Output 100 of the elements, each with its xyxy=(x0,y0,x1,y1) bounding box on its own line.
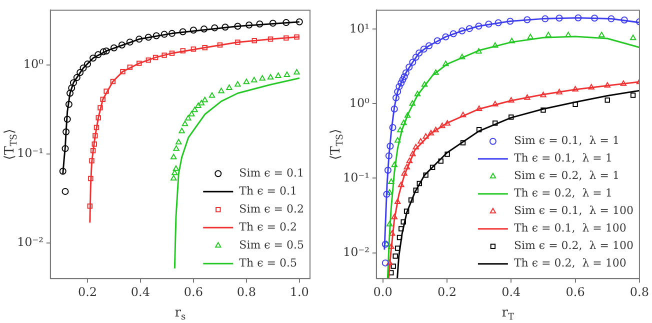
point xyxy=(120,68,126,74)
point xyxy=(630,92,636,98)
point xyxy=(234,81,241,87)
point xyxy=(604,97,610,103)
point xyxy=(90,148,96,154)
y-tick-label: 10⁻² xyxy=(16,235,44,250)
point xyxy=(390,264,396,269)
y-axis-title: ⟨TTS⟩ xyxy=(328,128,346,160)
legend-label: Th ϵ = 0.2, λ = 100 xyxy=(514,256,626,270)
point xyxy=(84,60,91,68)
point xyxy=(176,138,182,144)
point xyxy=(540,92,546,98)
point xyxy=(404,208,410,214)
legend-label: Th ϵ = 0.1, λ = 100 xyxy=(514,222,626,235)
point xyxy=(382,259,389,266)
x-tick-label: 0.6 xyxy=(184,284,203,299)
point xyxy=(208,92,216,98)
point xyxy=(62,145,69,152)
point xyxy=(88,176,94,182)
point xyxy=(62,128,70,136)
point xyxy=(402,69,410,76)
point xyxy=(439,122,446,128)
point xyxy=(508,97,514,103)
point xyxy=(64,116,71,123)
point xyxy=(476,105,482,111)
point xyxy=(386,259,393,265)
point xyxy=(442,33,450,40)
point xyxy=(294,34,300,40)
point xyxy=(92,141,98,147)
point xyxy=(168,30,176,37)
point xyxy=(388,270,394,276)
point xyxy=(458,27,466,34)
point xyxy=(458,54,466,60)
point xyxy=(386,142,394,150)
point xyxy=(89,158,94,164)
point xyxy=(460,140,466,146)
legend-label: Sim ϵ = 0.1 xyxy=(239,166,304,180)
point xyxy=(400,120,407,126)
legend-label: Th ϵ = 0.5 xyxy=(239,256,297,270)
point xyxy=(102,47,110,54)
point xyxy=(396,83,403,90)
x-tick-label: 0.2 xyxy=(78,284,98,299)
point xyxy=(110,44,118,52)
point xyxy=(195,102,202,108)
point xyxy=(234,22,242,30)
point xyxy=(466,25,473,32)
point xyxy=(476,126,482,132)
y-tick-label: 10⁻² xyxy=(342,244,370,259)
point xyxy=(416,49,423,56)
point xyxy=(62,188,69,195)
point xyxy=(565,32,572,38)
point xyxy=(432,69,439,75)
point xyxy=(556,88,562,94)
y-tick-label: 10⁻¹ xyxy=(342,170,370,184)
point xyxy=(492,120,498,126)
point xyxy=(409,58,416,66)
x-tick-label: 0.0 xyxy=(373,284,392,299)
point xyxy=(444,120,450,126)
point xyxy=(399,76,406,84)
point xyxy=(94,124,100,130)
point xyxy=(598,32,605,38)
point xyxy=(169,50,175,56)
point xyxy=(246,21,253,28)
point xyxy=(126,38,134,46)
point xyxy=(178,128,185,134)
point xyxy=(386,220,393,226)
point xyxy=(269,20,276,27)
point xyxy=(251,76,258,82)
legend-label: Th ϵ = 0.1, λ = 1 xyxy=(514,152,612,165)
point xyxy=(398,79,405,86)
legend-label: Sim ϵ = 0.2 xyxy=(239,202,304,216)
point xyxy=(222,24,229,31)
point xyxy=(200,26,208,33)
point xyxy=(256,20,264,28)
point xyxy=(460,112,466,118)
point xyxy=(182,120,188,126)
point xyxy=(144,34,152,41)
x-tick-label: 0.6 xyxy=(566,284,585,299)
x-tick-label: 0.2 xyxy=(437,284,457,299)
point xyxy=(118,41,126,48)
point xyxy=(80,64,87,72)
point xyxy=(401,170,408,176)
point xyxy=(604,82,610,88)
point xyxy=(394,246,400,251)
point xyxy=(284,71,290,77)
point xyxy=(385,152,392,160)
point xyxy=(98,105,103,110)
point xyxy=(406,158,413,164)
legend-label: Sim ϵ = 0.1, λ = 100 xyxy=(514,204,634,218)
point xyxy=(110,78,116,84)
point xyxy=(408,197,414,203)
point xyxy=(412,54,420,61)
point xyxy=(73,74,80,82)
point xyxy=(173,145,180,151)
point xyxy=(574,14,582,22)
point xyxy=(620,16,628,24)
point xyxy=(96,115,101,120)
point xyxy=(226,84,232,90)
point xyxy=(409,100,416,106)
point xyxy=(391,162,398,168)
